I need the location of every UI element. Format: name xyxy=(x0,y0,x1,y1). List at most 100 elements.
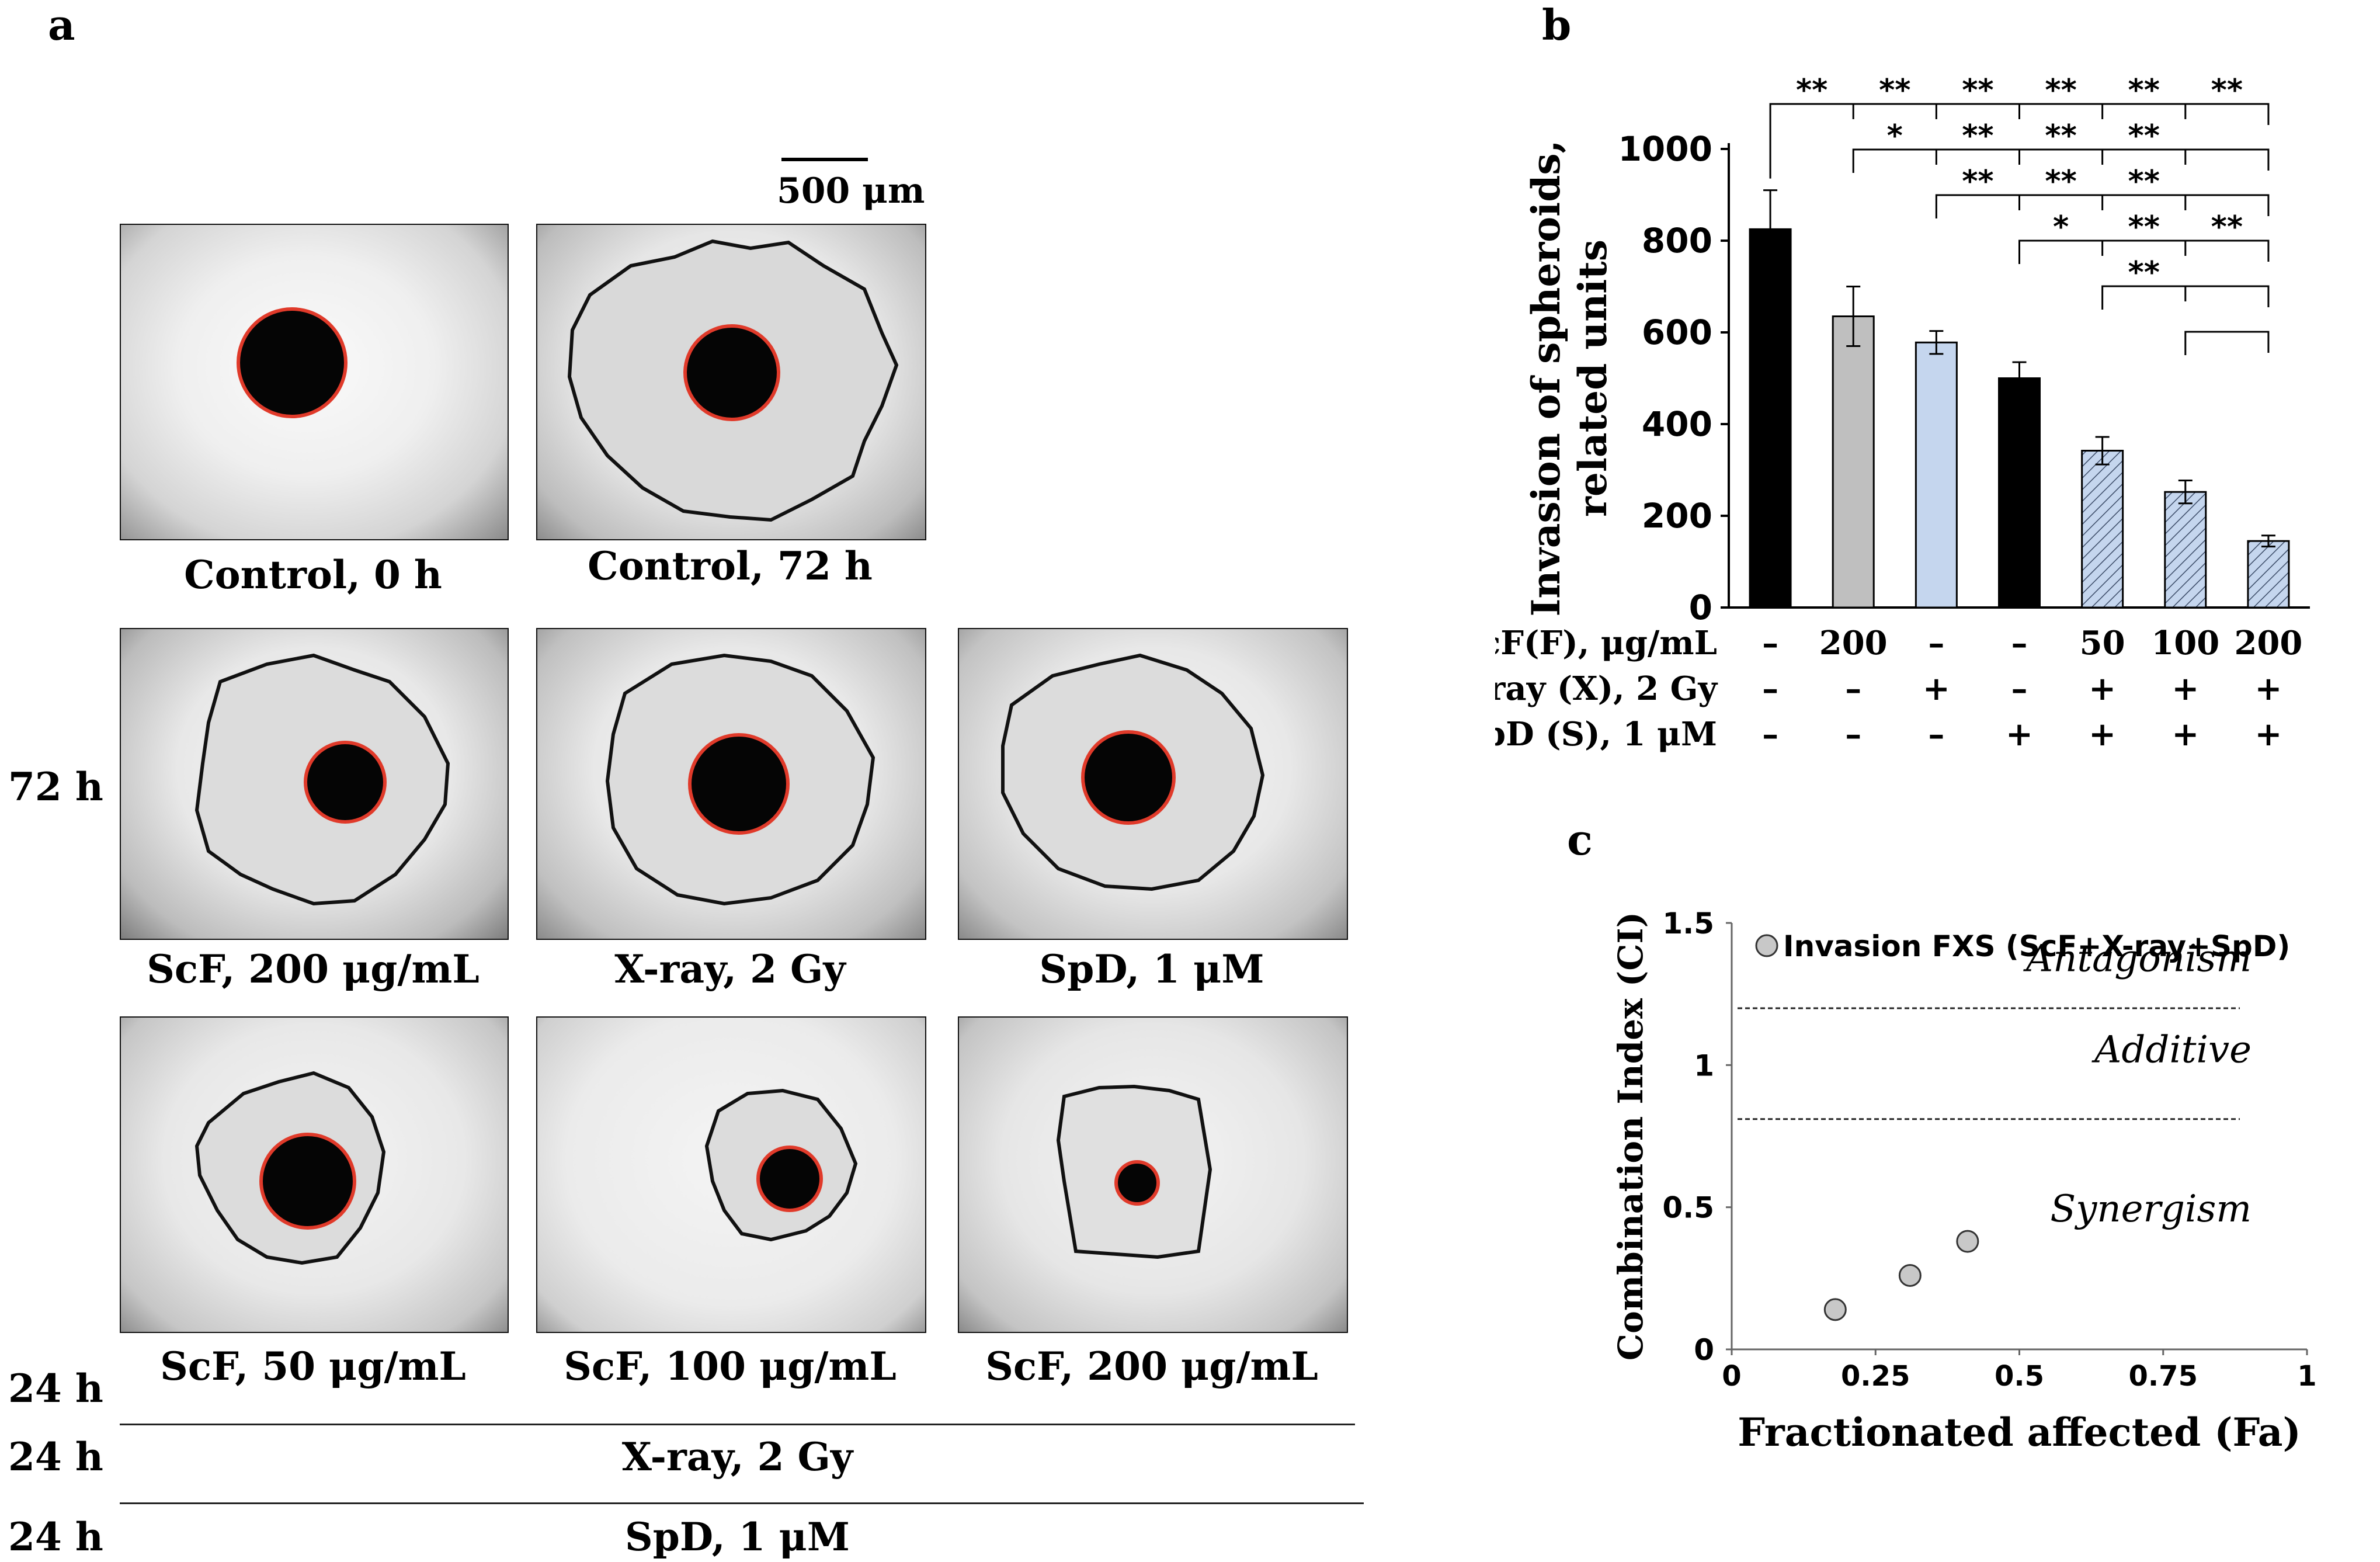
significance-mark: ** xyxy=(2128,119,2160,154)
image-caption: SpD, 1 μM xyxy=(1039,946,1264,992)
y-tick-label: 0.5 xyxy=(1662,1191,1714,1225)
x-tick-label: 0 xyxy=(1722,1360,1741,1393)
treatment-value: – xyxy=(1845,715,1861,754)
panel-b-letter: b xyxy=(1542,0,1572,50)
treatment-value: + xyxy=(2171,669,2199,708)
treatment-value: 200 xyxy=(2234,624,2302,662)
invasion-bar-chart: 0 200 400 600 800 1000 Invasion of spheroids, r… xyxy=(1495,73,2310,754)
combination-index-chart: 0 0.5 1 1.5 0 0.25 0.5 0.75 1 Fractionated affect… xyxy=(1611,907,2317,1455)
significance-bracket xyxy=(1852,148,2270,173)
treatment-value: – xyxy=(1762,669,1778,708)
bar xyxy=(1998,377,2041,609)
treatment-value: – xyxy=(1928,715,1944,754)
significance-mark: * xyxy=(1887,119,1903,154)
spheroid-image-control-72h xyxy=(536,224,926,540)
timeline-treatment-label: SpD, 1 μM xyxy=(625,1514,850,1560)
region-label: Antagonism xyxy=(2023,938,2252,981)
significance-bracket xyxy=(2018,239,2270,264)
spheroid-image-scf-200-combo xyxy=(958,1016,1348,1333)
treatment-value: – xyxy=(1928,624,1944,662)
data-point xyxy=(1898,1264,1922,1287)
data-point xyxy=(1956,1230,1979,1253)
significance-mark: ** xyxy=(2128,255,2160,290)
significance-mark: ** xyxy=(1962,73,1993,108)
treatment-value: + xyxy=(2089,669,2116,708)
y-axis-label: Combination Index (CI) xyxy=(1611,912,1651,1360)
x-tick-label: 1 xyxy=(2297,1360,2316,1393)
treatment-value: 50 xyxy=(2080,624,2125,662)
treatment-value: – xyxy=(2011,624,2028,662)
panel-a-letter: a xyxy=(48,0,75,50)
y-tick-label: 1000 xyxy=(1618,129,1712,169)
treatment-value: + xyxy=(2089,715,2116,754)
significance-mark: ** xyxy=(2128,164,2160,199)
y-tick-label: 0 xyxy=(1689,588,1712,627)
bar xyxy=(1749,228,1792,609)
y-tick-label: 200 xyxy=(1642,496,1712,536)
x-tick-label: 0.5 xyxy=(1995,1360,2044,1393)
treatment-value: 200 xyxy=(1819,624,1888,662)
x-axis-label: Fractionated affected (Fa) xyxy=(1738,1410,2301,1455)
y-tick-label: 600 xyxy=(1642,313,1712,352)
spheroid-image-scf-200 xyxy=(120,628,509,940)
treatment-value: + xyxy=(1923,669,1950,708)
significance-mark: ** xyxy=(1879,73,1910,108)
y-tick-label: 0 xyxy=(1694,1333,1714,1367)
significance-mark: ** xyxy=(2045,119,2076,154)
data-point xyxy=(1823,1298,1847,1321)
image-caption: ScF, 200 μg/mL xyxy=(147,946,480,992)
treatment-value: – xyxy=(1845,669,1861,708)
timeline-treatment-label: X-ray, 2 Gy xyxy=(621,1434,853,1480)
bar xyxy=(1915,341,1958,609)
x-tick-label: 0.75 xyxy=(2129,1360,2198,1393)
y-tick-label: 800 xyxy=(1642,221,1712,261)
y-axis-label: Invasion of spheroids, xyxy=(1523,140,1569,616)
y-tick-label: 1 xyxy=(1694,1049,1714,1082)
x-tick-label: 0.25 xyxy=(1841,1360,1910,1393)
bar xyxy=(1832,315,1875,609)
significance-mark: ** xyxy=(1962,119,1993,154)
treatment-value: – xyxy=(2011,669,2028,708)
timeline-divider xyxy=(120,1424,1355,1425)
spheroid-image-scf-50-combo xyxy=(120,1016,509,1333)
treatment-value: + xyxy=(2254,715,2282,754)
significance-mark: ** xyxy=(2128,210,2160,245)
significance-mark: ** xyxy=(2211,210,2243,245)
significance-bracket xyxy=(2184,331,2270,355)
y-tick-label: 400 xyxy=(1642,404,1712,444)
image-caption: ScF, 200 μg/mL xyxy=(985,1344,1318,1389)
image-caption: ScF, 50 μg/mL xyxy=(160,1344,466,1389)
region-label: Synergism xyxy=(2050,1188,2252,1231)
image-caption: X-ray, 2 Gy xyxy=(614,946,846,992)
treatment-value: 100 xyxy=(2151,624,2219,662)
timeline-time-label: 24 h xyxy=(8,1514,103,1560)
legend-label: Invasion FXS (ScF+X-ray+SpD) xyxy=(1783,929,2290,963)
legend-marker xyxy=(1755,934,1778,957)
treatment-value: + xyxy=(2254,669,2282,708)
treatment-value: + xyxy=(2171,715,2199,754)
bar xyxy=(2164,491,2207,609)
treatment-row-label: ScF(F), μg/mL xyxy=(1495,624,1717,662)
panel-c-letter: c xyxy=(1567,815,1593,865)
image-caption: Control, 72 h xyxy=(588,543,873,589)
treatment-value: + xyxy=(2006,715,2033,754)
significance-mark: ** xyxy=(1962,164,1993,199)
significance-mark: ** xyxy=(2045,73,2076,108)
timeline-divider xyxy=(120,1502,1364,1504)
image-caption: ScF, 100 μg/mL xyxy=(564,1344,897,1389)
scale-bar-label: 500 μm xyxy=(777,171,925,211)
scale-bar xyxy=(781,158,868,161)
spheroid-image-xray-2gy xyxy=(536,628,926,940)
image-caption: Control, 0 h xyxy=(184,552,442,598)
treatment-row-label: X-ray (X), 2 Gy xyxy=(1495,669,1718,708)
y-axis-label: related units xyxy=(1570,239,1615,517)
row-label-72h: 72 h xyxy=(8,764,103,810)
region-label: Additive xyxy=(2091,1028,2252,1071)
bar xyxy=(2081,450,2124,609)
spheroid-image-control-0h xyxy=(120,224,509,540)
treatment-value: – xyxy=(1762,624,1778,662)
treatment-value: – xyxy=(1762,715,1778,754)
bar xyxy=(2247,540,2290,609)
significance-mark: ** xyxy=(2211,73,2243,108)
spheroid-image-spd-1um xyxy=(958,628,1348,940)
